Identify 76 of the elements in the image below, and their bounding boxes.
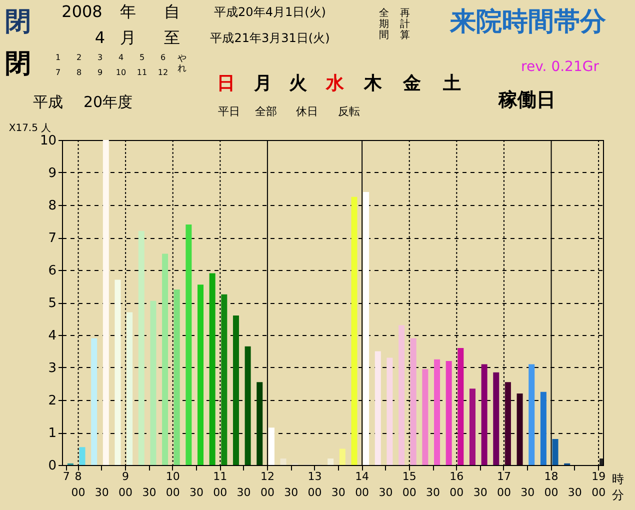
text: 稼働日 — [498, 89, 556, 111]
text: 日 — [217, 73, 235, 94]
text: 平成20年4月1日(火) — [214, 5, 326, 19]
chart-title: 来院時間帯分 — [449, 7, 607, 37]
text: 再計算 — [400, 8, 410, 41]
text: 閉 — [5, 49, 31, 79]
y-tick-label: 9 — [48, 166, 56, 181]
x-tick-label: 30 — [378, 486, 393, 499]
text: 木 — [363, 73, 383, 94]
text: 6 — [160, 53, 166, 62]
y-tick-label: 4 — [48, 328, 56, 344]
x-tick-label: 30 — [190, 486, 204, 499]
x-tick-label: 12 00 — [260, 470, 274, 499]
y-tick-label: 7 — [48, 231, 56, 246]
text: やれ — [178, 54, 186, 74]
x-tick-label: 30 — [284, 486, 298, 499]
text: 20年度 — [83, 93, 133, 111]
text: 平成 — [33, 93, 63, 111]
text: 2 — [76, 53, 82, 62]
x-tick-label: 30 — [473, 486, 488, 499]
text: 8 — [76, 68, 82, 77]
x-tick-label: 30 — [520, 486, 535, 499]
text: 9 — [97, 68, 103, 77]
text: 至 — [164, 28, 180, 47]
text: 平日 — [218, 105, 240, 118]
text: 反転 — [338, 105, 360, 118]
y-tick-label: 10 — [40, 134, 56, 148]
text: 全部 — [255, 105, 277, 118]
x-tick-label: 30 — [426, 486, 440, 499]
text: 月 — [253, 73, 272, 94]
x-tick-label: 16 00 — [450, 470, 464, 499]
y-tick-label: 3 — [48, 361, 56, 376]
x-tick-label: 19 00 — [592, 470, 606, 499]
y-tick-label: 0 — [48, 458, 56, 474]
text: 土 — [442, 73, 461, 94]
x-tick-label: 30 — [568, 486, 582, 499]
text: 3 — [97, 53, 103, 62]
x-tick-label: 17 00 — [496, 470, 511, 499]
text: 火 — [288, 73, 308, 94]
text: 12 — [158, 68, 168, 77]
text: rev. 0.21Gr — [521, 59, 600, 75]
x-tick-label: 13 00 — [308, 470, 322, 499]
text: 2008 — [62, 2, 102, 21]
text: 5 — [139, 53, 145, 62]
x-tick-label: 30 — [331, 486, 346, 499]
x-tick-label: 10 00 — [166, 470, 180, 499]
text: 年 — [120, 2, 136, 21]
text: 11 — [136, 68, 148, 77]
text: 水 — [325, 73, 345, 94]
text: 休日 — [296, 105, 318, 118]
y-axis-title: X17.5 人 — [8, 123, 52, 134]
x-tick-label: 9 00 — [118, 470, 133, 499]
text: 10 — [116, 68, 126, 77]
x-tick-label: 14 00 — [355, 470, 370, 499]
text: 4 — [94, 28, 106, 47]
x-tick-label: 8 00 — [71, 470, 86, 499]
text: 4 — [118, 53, 124, 62]
x-tick-label: 30 — [236, 486, 251, 499]
text: 月 — [120, 28, 136, 47]
x-tick-label: 11 00 — [213, 470, 228, 499]
x-tick-label: 18 00 — [544, 470, 558, 499]
x-tick-label: 30 — [94, 486, 109, 499]
y-tick-label: 1 — [48, 426, 56, 441]
text: 自 — [164, 2, 180, 21]
text: 全期間 — [379, 7, 389, 41]
x-axis-title: 時分 — [612, 472, 624, 502]
y-tick-label: 2 — [48, 394, 56, 408]
x-tick-label: 7 — [62, 470, 70, 483]
x-tick-label: 15 00 — [402, 470, 416, 499]
y-tick-label: 8 — [48, 198, 56, 214]
text: 閉 — [5, 7, 31, 37]
text: 平成21年3月31日(火) — [210, 31, 330, 45]
y-tick-label: 6 — [48, 264, 56, 278]
text: 金 — [402, 73, 421, 94]
y-tick-label: 5 — [48, 296, 56, 311]
x-tick-label: 30 — [142, 486, 156, 499]
